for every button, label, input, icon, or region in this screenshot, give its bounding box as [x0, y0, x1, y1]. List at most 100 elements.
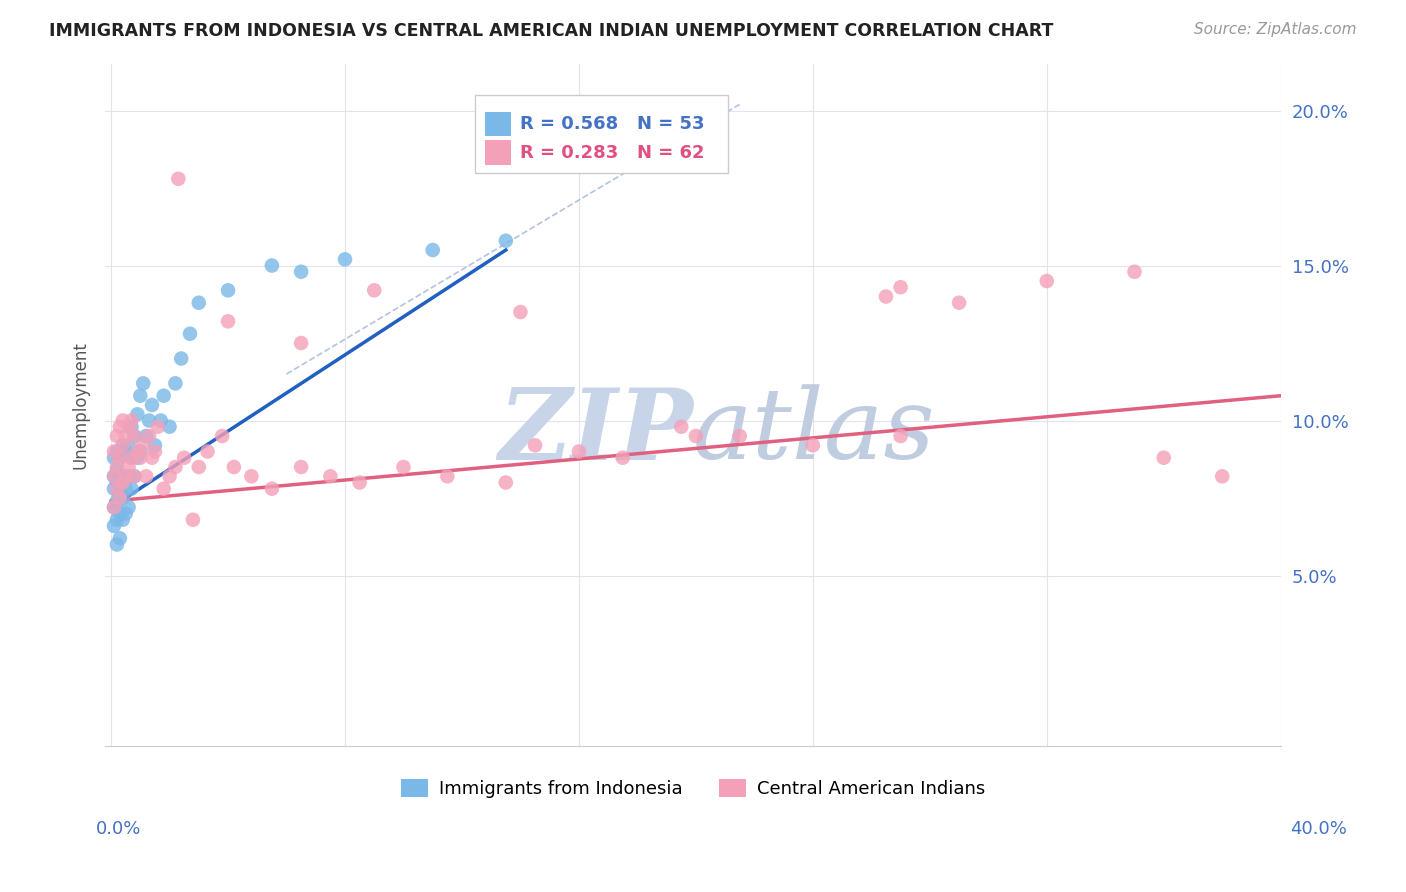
Legend: Immigrants from Indonesia, Central American Indians: Immigrants from Indonesia, Central Ameri…	[394, 772, 993, 805]
Point	[890, 280, 912, 294]
Point	[138, 413, 160, 427]
Point	[117, 438, 139, 452]
Point	[103, 519, 125, 533]
Point	[108, 491, 131, 505]
Point	[152, 389, 174, 403]
Point	[143, 438, 166, 452]
Point	[105, 429, 128, 443]
Point	[114, 444, 136, 458]
Point	[495, 475, 517, 490]
Point	[129, 450, 152, 465]
Point	[197, 444, 219, 458]
Text: Source: ZipAtlas.com: Source: ZipAtlas.com	[1194, 22, 1357, 37]
Y-axis label: Unemployment: Unemployment	[72, 341, 89, 469]
Point	[187, 460, 209, 475]
Point	[114, 429, 136, 443]
Point	[117, 469, 139, 483]
Point	[890, 429, 912, 443]
Point	[124, 429, 146, 443]
Point	[108, 488, 131, 502]
Point	[108, 419, 131, 434]
Point	[167, 171, 190, 186]
Point	[108, 450, 131, 465]
Point	[105, 463, 128, 477]
Point	[111, 413, 134, 427]
Point	[108, 507, 131, 521]
Point	[135, 429, 157, 443]
Point	[103, 469, 125, 483]
Text: ZIP: ZIP	[498, 384, 693, 481]
Point	[127, 450, 149, 465]
Point	[111, 513, 134, 527]
Point	[568, 444, 591, 458]
Point	[124, 469, 146, 483]
Point	[222, 460, 245, 475]
Point	[179, 326, 201, 341]
Point	[875, 289, 897, 303]
Point	[349, 475, 371, 490]
Point	[103, 500, 125, 515]
Point	[671, 419, 693, 434]
Point	[105, 537, 128, 551]
Point	[111, 491, 134, 505]
Point	[685, 429, 707, 443]
Point	[422, 243, 444, 257]
Text: IMMIGRANTS FROM INDONESIA VS CENTRAL AMERICAN INDIAN UNEMPLOYMENT CORRELATION CH: IMMIGRANTS FROM INDONESIA VS CENTRAL AME…	[49, 22, 1053, 40]
Point	[103, 482, 125, 496]
Point	[612, 450, 634, 465]
Point	[260, 482, 283, 496]
Point	[524, 438, 547, 452]
Point	[105, 475, 128, 490]
Point	[495, 234, 517, 248]
Point	[211, 429, 233, 443]
Point	[121, 413, 143, 427]
Point	[1211, 469, 1233, 483]
Point	[114, 482, 136, 496]
Text: atlas: atlas	[693, 384, 936, 480]
Point	[114, 469, 136, 483]
Point	[728, 429, 751, 443]
Point	[363, 283, 385, 297]
Point	[801, 438, 824, 452]
Point	[103, 450, 125, 465]
Point	[105, 460, 128, 475]
Point	[111, 438, 134, 452]
Point	[132, 376, 155, 391]
Point	[159, 469, 181, 483]
Point	[436, 469, 458, 483]
Point	[103, 444, 125, 458]
FancyBboxPatch shape	[475, 95, 728, 173]
Point	[948, 295, 970, 310]
Point	[105, 513, 128, 527]
Point	[117, 419, 139, 434]
Point	[121, 419, 143, 434]
Point	[132, 438, 155, 452]
Point	[121, 450, 143, 465]
Point	[108, 531, 131, 545]
Point	[181, 513, 204, 527]
Point	[240, 469, 263, 483]
Point	[105, 444, 128, 458]
Point	[108, 450, 131, 465]
Point	[290, 460, 312, 475]
Point	[105, 494, 128, 508]
Point	[129, 444, 152, 458]
Point	[103, 500, 125, 515]
Point	[1036, 274, 1059, 288]
FancyBboxPatch shape	[485, 112, 510, 136]
Point	[124, 469, 146, 483]
Point	[117, 460, 139, 475]
Point	[143, 444, 166, 458]
Point	[187, 295, 209, 310]
Point	[121, 450, 143, 465]
Point	[108, 469, 131, 483]
Point	[114, 507, 136, 521]
Text: R = 0.283   N = 62: R = 0.283 N = 62	[520, 144, 704, 161]
Point	[103, 469, 125, 483]
Point	[111, 469, 134, 483]
Point	[333, 252, 356, 267]
Point	[138, 429, 160, 443]
Text: R = 0.568   N = 53: R = 0.568 N = 53	[520, 115, 704, 133]
Point	[1153, 450, 1175, 465]
Point	[127, 444, 149, 458]
